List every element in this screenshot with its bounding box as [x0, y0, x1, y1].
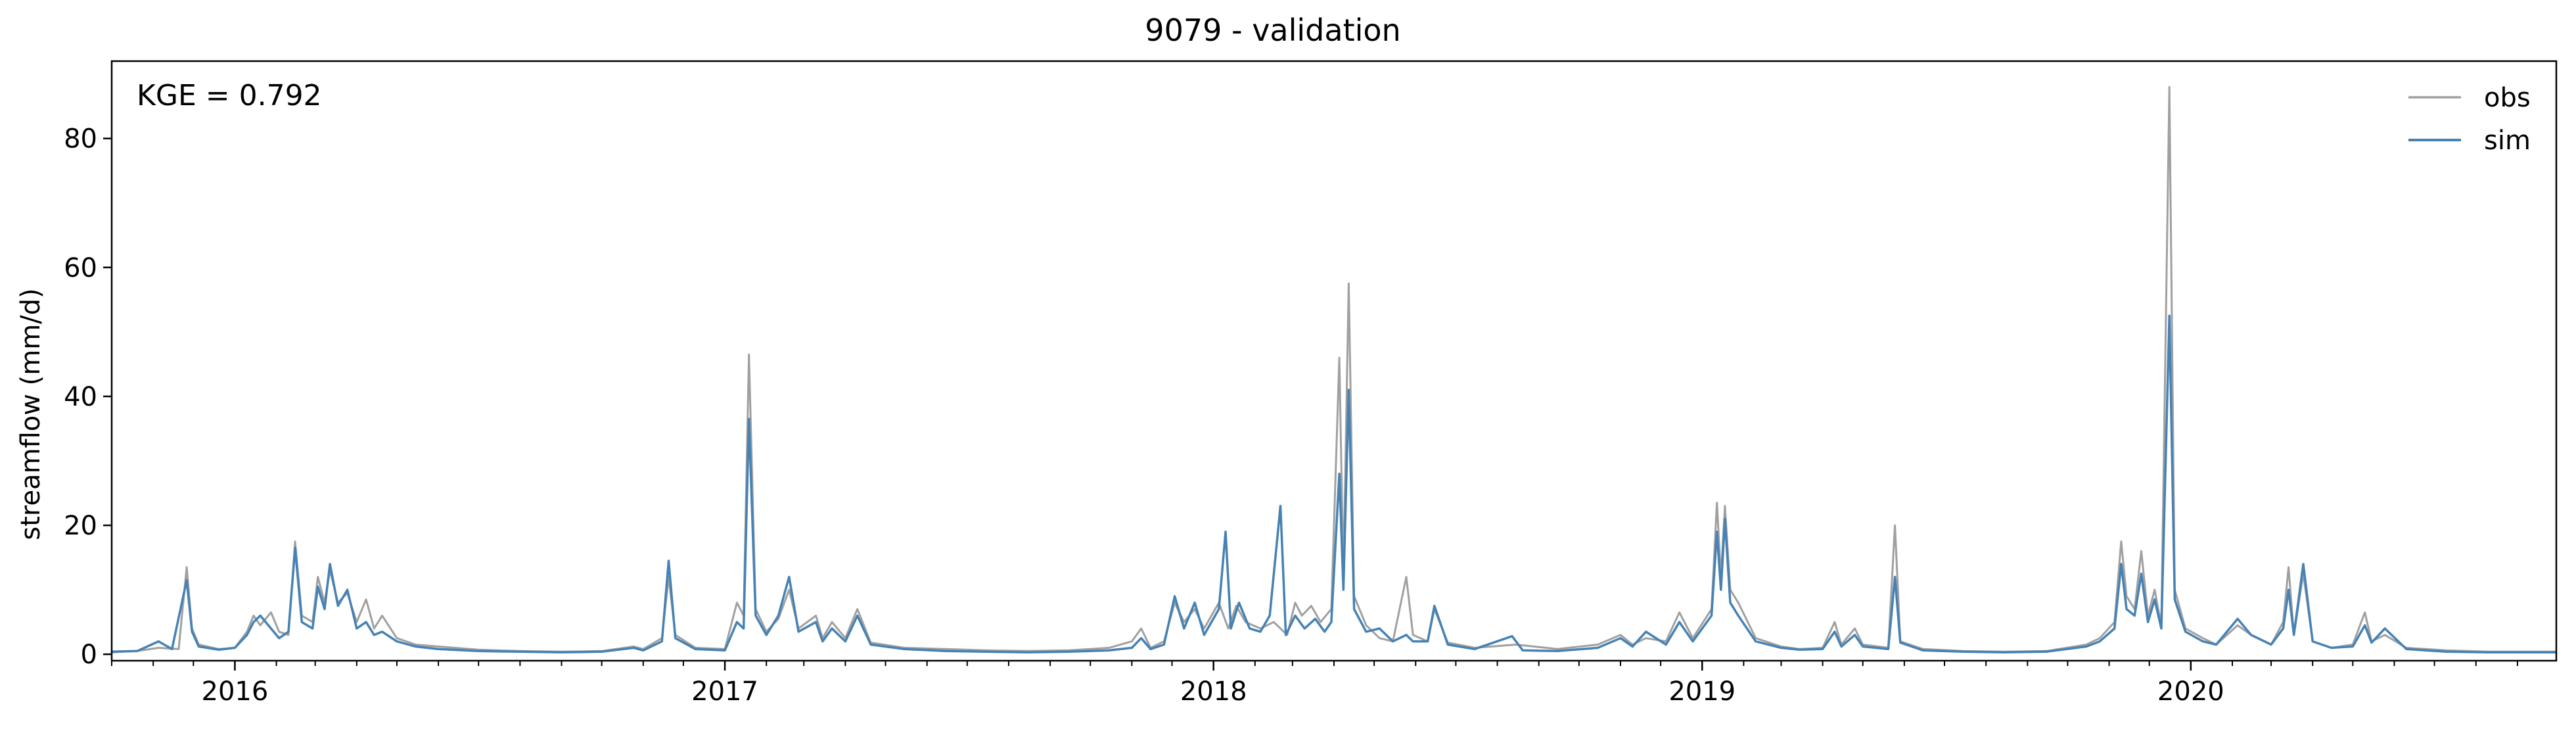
- x-tick-label: 2019: [1668, 676, 1736, 707]
- y-axis-ticks: 0 20 40 60 80: [64, 124, 112, 670]
- legend-sim-label: sim: [2484, 126, 2531, 156]
- x-tick-label: 2018: [1180, 676, 1247, 707]
- y-axis-label: streamflow (mm/d): [16, 288, 46, 540]
- legend: obs sim: [2408, 83, 2531, 156]
- plot-frame: [110, 60, 2558, 662]
- y-tick-label: 60: [64, 253, 97, 283]
- y-tick-label: 20: [64, 511, 97, 541]
- y-tick-label: 0: [81, 640, 97, 670]
- x-tick-label: 2016: [202, 676, 269, 707]
- x-tick-label: 2020: [2157, 676, 2224, 707]
- series-obs-line: [111, 85, 2556, 653]
- series-sim-line: [111, 314, 2556, 654]
- x-tick-label: 2017: [691, 676, 758, 707]
- y-tick-label: 40: [64, 382, 97, 412]
- x-axis-ticks: 2016 2017 2018 2019 2020: [111, 661, 2518, 707]
- kge-annotation: KGE = 0.792: [137, 79, 322, 112]
- chart-title: 9079 - validation: [1145, 12, 1400, 48]
- series-lines: [111, 85, 2556, 654]
- y-tick-label: 80: [64, 124, 97, 154]
- legend-obs-label: obs: [2484, 83, 2531, 113]
